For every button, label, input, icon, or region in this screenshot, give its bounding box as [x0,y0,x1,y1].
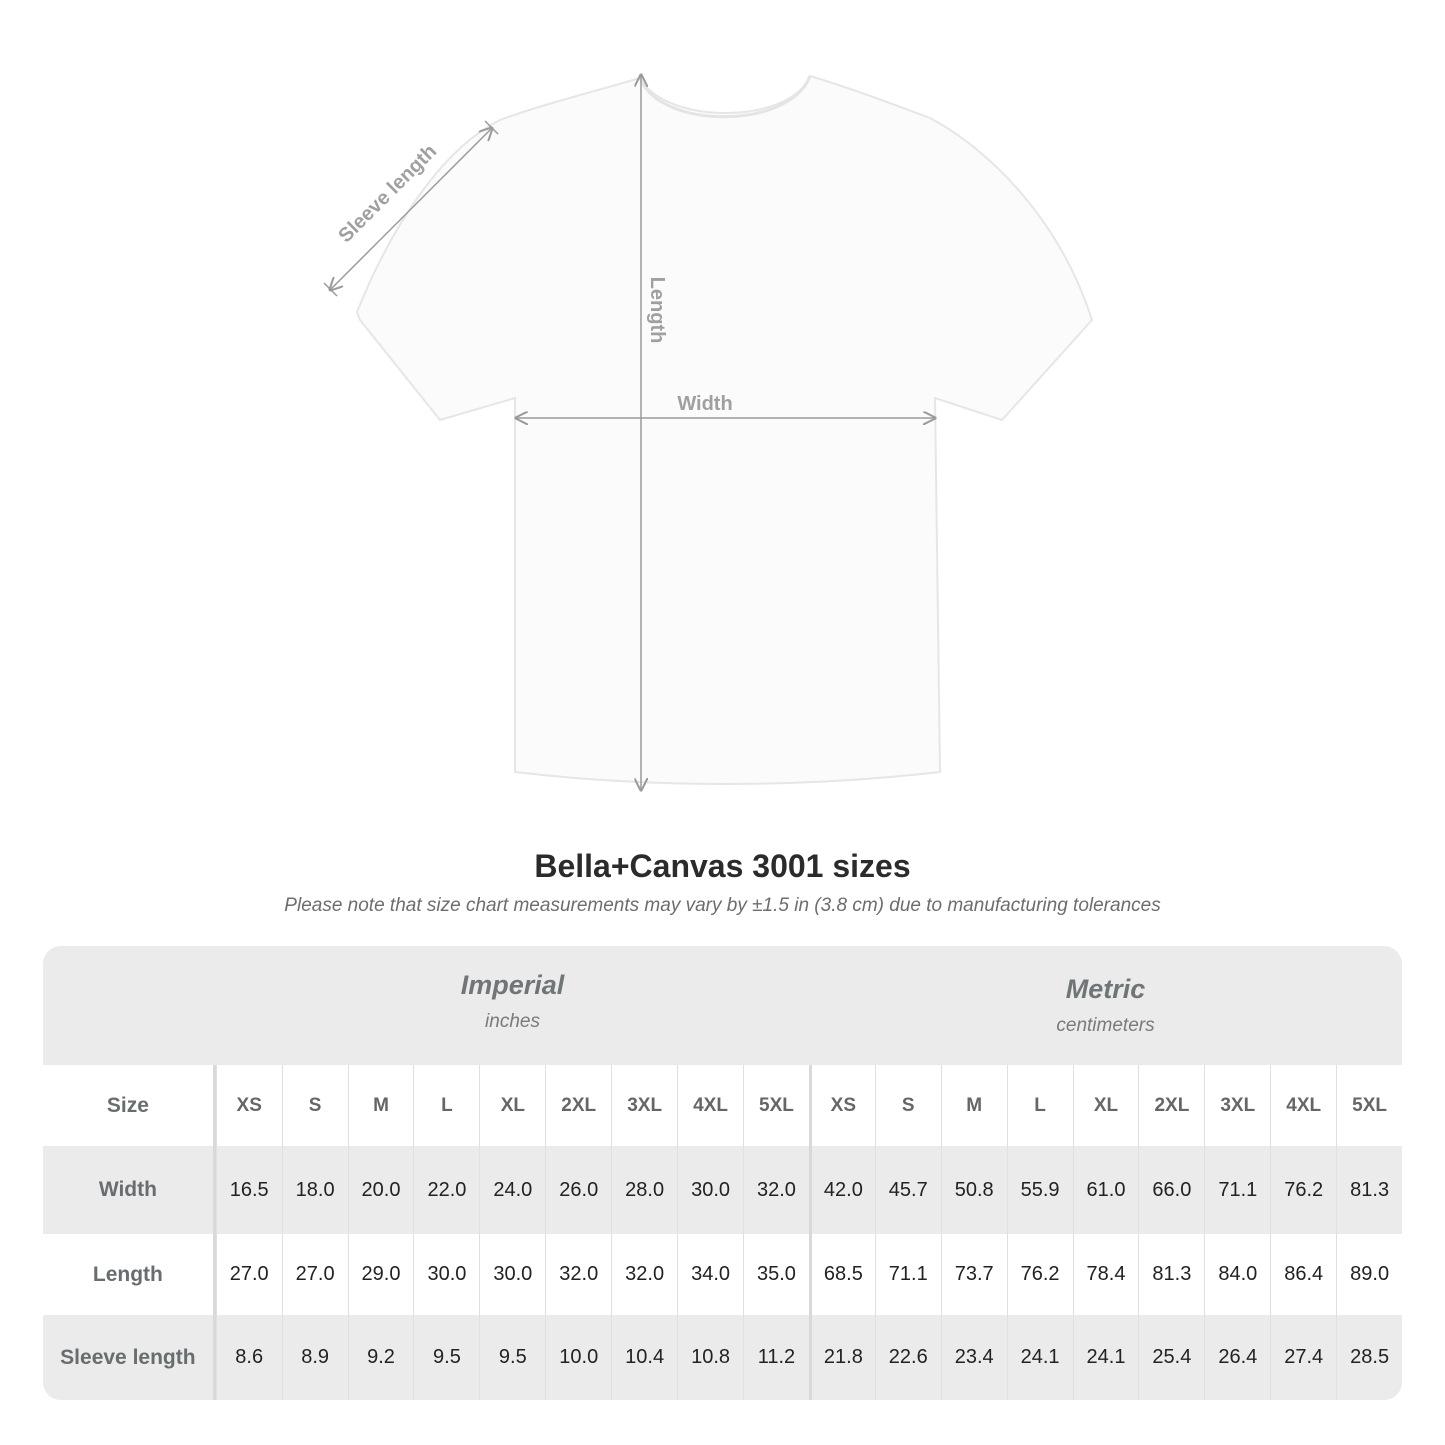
imperial-size-l: L [413,1065,479,1146]
metric-unit: centimeters [1056,1015,1155,1036]
table-cell: 32.0 [545,1234,611,1315]
table-cell: 9.5 [479,1315,545,1400]
table-cell: 89.0 [1336,1234,1402,1315]
table-cell: 24.1 [1072,1315,1139,1400]
tolerance-note: Please note that size chart measurements… [284,895,1161,916]
metric-size-s: S [874,1065,941,1146]
table-cell: 11.2 [743,1315,809,1400]
table-cell: 71.1 [1204,1146,1270,1234]
table-row-width: Width 16.5 18.0 20.0 22.0 24.0 26.0 28.0 30.0 32.… [43,1146,1402,1234]
size-row: Size XS S M L XL 2XL 3XL 4XL 5XL XS S M L XL 2XL 3XL 4XL 5… [43,1065,1402,1146]
metric-label: Metric [1065,974,1146,1004]
table-cell: 8.9 [281,1315,348,1400]
table-cell: 61.0 [1072,1146,1139,1234]
table-cell: 27.0 [215,1234,282,1315]
metric-size-l: L [1006,1065,1073,1146]
table-cell: 10.4 [611,1315,677,1400]
metric-size-4xl: 4XL [1270,1065,1336,1146]
table-cell: 23.4 [940,1315,1007,1400]
row-label: Length [43,1234,216,1315]
table-cell: 81.3 [1336,1146,1402,1234]
tshirt-shape [355,74,1094,785]
table-cell: 42.0 [808,1146,875,1234]
table-cell: 9.2 [347,1315,414,1400]
table-cell: 25.4 [1138,1315,1204,1400]
table-cell: 22.0 [413,1146,479,1234]
table-cell: 27.0 [281,1234,348,1315]
length-label: Length [646,277,668,344]
table-cell: 29.0 [347,1234,414,1315]
metric-size-2xl: 2XL [1138,1065,1204,1146]
width-label: Width [677,393,732,415]
table-cell: 81.3 [1138,1234,1204,1315]
table-cell: 18.0 [281,1146,348,1234]
imperial-label: Imperial [460,970,565,1000]
table-cell: 8.6 [215,1315,282,1400]
row-label: Width [43,1146,216,1234]
metric-size-3xl: 3XL [1204,1065,1270,1146]
table-row-sleeve-length: Sleeve length 8.6 8.9 9.2 9.5 9.5 10.0 10.4 10.8… [43,1315,1402,1400]
imperial-size-s: S [281,1065,348,1146]
imperial-size-2xl: 2XL [545,1065,611,1146]
table-cell: 28.0 [611,1146,677,1234]
table-cell: 30.0 [413,1234,479,1315]
table-cell: 45.7 [874,1146,941,1234]
table-cell: 21.8 [808,1315,875,1400]
metric-header: Metric centimeters [809,946,1402,1092]
table-cell: 24.1 [1006,1315,1073,1400]
table-cell: 78.4 [1072,1234,1139,1315]
table-cell: 73.7 [940,1234,1007,1315]
table-cell: 10.8 [677,1315,743,1400]
row-label: Sleeve length [43,1315,216,1400]
metric-size-5xl: 5XL [1336,1065,1402,1146]
table-cell: 10.0 [545,1315,611,1400]
size-header-label: Size [43,1065,216,1146]
table-cell: 32.0 [743,1146,809,1234]
table-cell: 86.4 [1270,1234,1336,1315]
table-cell: 50.8 [940,1146,1007,1234]
table-cell: 26.4 [1204,1315,1270,1400]
metric-size-m: M [940,1065,1007,1146]
table-cell: 20.0 [347,1146,414,1234]
sleeve-measure-line [330,128,492,290]
imperial-size-xs: XS [215,1065,282,1146]
imperial-size-5xl: 5XL [743,1065,809,1146]
table-cell: 28.5 [1336,1315,1402,1400]
table-row-length: Length 27.0 27.0 29.0 30.0 30.0 32.0 32.0 34.0 35… [43,1234,1402,1315]
table-cell: 27.4 [1270,1315,1336,1400]
metric-size-xs: XS [808,1065,875,1146]
table-cell: 76.2 [1270,1146,1336,1234]
imperial-size-3xl: 3XL [611,1065,677,1146]
size-table: Imperial inches Metric centimeters Size X… [43,946,1402,1400]
imperial-size-m: M [347,1065,414,1146]
tshirt-diagram: Sleeve length Length Width [323,0,1094,820]
table-cell: 30.0 [677,1146,743,1234]
imperial-size-xl: XL [479,1065,545,1146]
table-cell: 22.6 [874,1315,941,1400]
table-cell: 76.2 [1006,1234,1073,1315]
table-cell: 71.1 [874,1234,941,1315]
metric-size-xl: XL [1072,1065,1139,1146]
table-cell: 30.0 [479,1234,545,1315]
table-cell: 24.0 [479,1146,545,1234]
table-cell: 35.0 [743,1234,809,1315]
imperial-size-4xl: 4XL [677,1065,743,1146]
table-cell: 32.0 [611,1234,677,1315]
table-cell: 55.9 [1006,1146,1073,1234]
imperial-header: Imperial inches [216,946,809,1088]
table-cell: 84.0 [1204,1234,1270,1315]
table-cell: 34.0 [677,1234,743,1315]
table-cell: 66.0 [1138,1146,1204,1234]
table-cell: 26.0 [545,1146,611,1234]
page-title: Bella+Canvas 3001 sizes [534,848,911,884]
table-cell: 9.5 [413,1315,479,1400]
table-cell: 68.5 [808,1234,875,1315]
imperial-unit: inches [485,1011,540,1032]
table-cell: 16.5 [215,1146,282,1234]
